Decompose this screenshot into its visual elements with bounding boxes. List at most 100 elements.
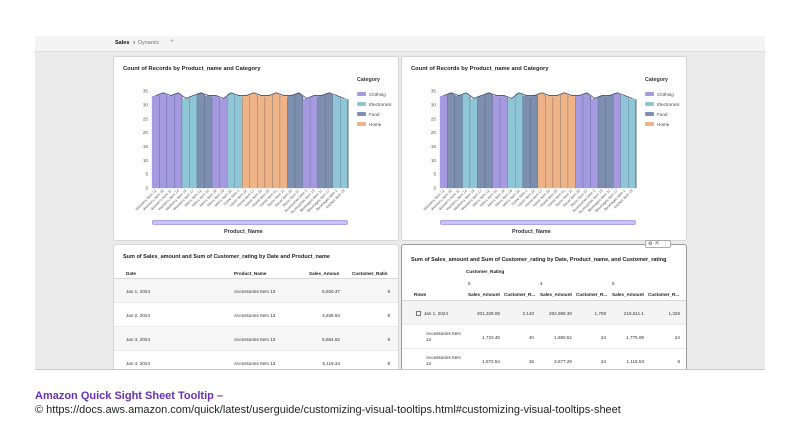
- area-segment[interactable]: [249, 92, 258, 189]
- y-tick-label: 10: [431, 158, 437, 163]
- area-segment[interactable]: [568, 95, 576, 189]
- area-segment[interactable]: [470, 97, 478, 189]
- area-segment[interactable]: [287, 94, 296, 189]
- pivot-header-row: Rows Sales_Amount Customer_R... Sales_Am…: [402, 287, 686, 301]
- area-segment[interactable]: [628, 97, 637, 189]
- pivot-row[interactable]: Accessories Item 13 1,723.45 40 1,690.52…: [402, 325, 686, 349]
- chevron-down-icon[interactable]: ∨: [132, 40, 137, 46]
- area-segment[interactable]: [545, 95, 554, 189]
- legend-item-home[interactable]: Home: [357, 119, 391, 129]
- rating-cell: 9: [387, 312, 390, 318]
- area-segment[interactable]: [507, 96, 516, 189]
- column-header[interactable]: Customer_R...: [576, 291, 608, 297]
- area-segment[interactable]: [325, 92, 334, 189]
- area-segment[interactable]: [227, 92, 236, 189]
- area-segment[interactable]: [522, 95, 531, 189]
- area-segment[interactable]: [295, 92, 303, 189]
- area-segment[interactable]: [447, 92, 456, 189]
- area-segment[interactable]: [492, 95, 501, 189]
- area-segment[interactable]: [189, 94, 198, 189]
- area-segment[interactable]: [500, 95, 508, 189]
- area-segment[interactable]: [598, 95, 606, 189]
- pivot-row[interactable]: Jan 1, 2024 201,328.05 2,140 282,999.30 …: [402, 301, 686, 325]
- filter-icon[interactable]: ⚙: [648, 241, 653, 247]
- column-header[interactable]: Sales_Amount: [540, 291, 572, 297]
- area-segment[interactable]: [166, 94, 175, 189]
- area-segment[interactable]: [234, 95, 243, 189]
- legend-item-home[interactable]: Home: [645, 119, 679, 129]
- legend-item-electronics[interactable]: Electronics: [645, 99, 679, 109]
- area-segment[interactable]: [485, 92, 493, 189]
- area-segment[interactable]: [151, 94, 160, 189]
- area-segment[interactable]: [439, 94, 448, 189]
- area-segment[interactable]: [454, 94, 463, 189]
- y-tick-label: 0: [433, 186, 436, 191]
- area-segment[interactable]: [159, 92, 168, 189]
- column-header[interactable]: Sales_Amount: [468, 291, 500, 297]
- tab-sales[interactable]: Sales ∨: [115, 40, 136, 46]
- expand-toggle-icon[interactable]: [416, 301, 422, 325]
- area-segment[interactable]: [197, 92, 205, 189]
- area-segment[interactable]: [605, 94, 614, 189]
- area-segment[interactable]: [552, 94, 561, 189]
- area-segment[interactable]: [257, 95, 266, 189]
- area-segment[interactable]: [174, 92, 183, 189]
- legend-label: Electronics: [369, 101, 392, 107]
- area-segment[interactable]: [515, 92, 524, 189]
- x-axis-scrollbar[interactable]: [152, 220, 348, 225]
- legend-swatch: [645, 102, 654, 106]
- area-segment[interactable]: [575, 94, 584, 189]
- add-sheet-icon[interactable]: +: [170, 38, 175, 45]
- table-panel-left[interactable]: Sum of Sales_amount and Sum of Customer_…: [113, 244, 399, 369]
- area-segment[interactable]: [242, 94, 251, 189]
- column-header[interactable]: Customer_R...: [504, 291, 536, 297]
- area-segment[interactable]: [182, 97, 190, 189]
- area-segment[interactable]: [204, 95, 213, 189]
- pivot-panel-right[interactable]: Sum of Sales_amount and Sum of Customer_…: [401, 244, 687, 369]
- column-header[interactable]: Customer_Ratin: [352, 270, 388, 276]
- area-segment[interactable]: [590, 97, 599, 189]
- area-segment[interactable]: [537, 92, 546, 189]
- area-segment[interactable]: [302, 97, 311, 189]
- legend-item-food[interactable]: Food: [357, 109, 391, 119]
- legend-item-food[interactable]: Food: [645, 109, 679, 119]
- area-segment[interactable]: [280, 95, 288, 189]
- area-segment[interactable]: [340, 97, 349, 189]
- area-segment[interactable]: [310, 95, 318, 189]
- more-icon[interactable]: ⋮: [662, 241, 668, 247]
- area-segment[interactable]: [560, 92, 569, 189]
- area-segment[interactable]: [613, 92, 622, 189]
- table-row[interactable]: Jan 3, 2024 Accessories Item 13 5,664.62…: [114, 327, 398, 351]
- y-tick-label: 5: [433, 172, 436, 177]
- chart-panel-left[interactable]: Count of Records by Product_name and Cat…: [113, 56, 399, 241]
- legend-item-clothing[interactable]: Clothing: [357, 89, 391, 99]
- y-tick-label: 10: [143, 158, 149, 163]
- area-segment[interactable]: [317, 94, 326, 189]
- area-segment[interactable]: [219, 96, 228, 189]
- pivot-row[interactable]: Accessories Item 13 1,572.54 15 3,677.29…: [402, 349, 686, 369]
- legend-item-electronics[interactable]: Electronics: [357, 99, 391, 109]
- tab-dynamic[interactable]: Dynamic: [138, 40, 160, 46]
- area-segment[interactable]: [462, 92, 471, 189]
- table-title: Sum of Sales_amount and Sum of Customer_…: [123, 254, 330, 260]
- area-segment[interactable]: [212, 95, 220, 189]
- table-row[interactable]: Jan 2, 2024 Accessories Item 13 4,836.94…: [114, 303, 398, 327]
- column-header[interactable]: Customer_R...: [648, 291, 680, 297]
- column-header[interactable]: Sales_Amount: [309, 270, 339, 276]
- expand-icon[interactable]: ⇱: [655, 241, 660, 247]
- column-header[interactable]: Product_Name: [234, 270, 267, 276]
- legend-item-clothing[interactable]: Clothing: [645, 89, 679, 99]
- chart-panel-right[interactable]: Count of Records by Product_name and Cat…: [401, 56, 687, 241]
- x-axis-scrollbar[interactable]: [440, 220, 636, 225]
- table-row[interactable]: Jan 4, 2024 Accessories Item 13 5,119.34…: [114, 351, 398, 369]
- column-header[interactable]: Date: [126, 270, 136, 276]
- area-segment[interactable]: [332, 95, 341, 189]
- area-segment[interactable]: [477, 94, 486, 189]
- area-segment[interactable]: [264, 94, 273, 189]
- area-segment[interactable]: [583, 92, 591, 189]
- area-segment[interactable]: [272, 92, 281, 189]
- table-row[interactable]: Jan 1, 2024 Accessories Item 13 6,920.37…: [114, 279, 398, 303]
- column-header[interactable]: Sales_Amount: [612, 291, 644, 297]
- area-segment[interactable]: [530, 94, 539, 189]
- area-segment[interactable]: [620, 95, 629, 189]
